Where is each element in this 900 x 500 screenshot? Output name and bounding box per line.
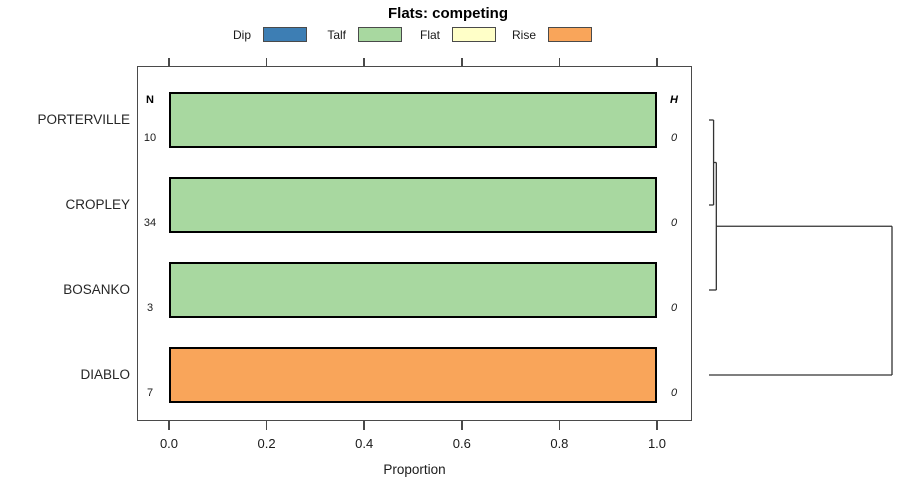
legend-item: Rise <box>496 26 592 43</box>
x-tick-top <box>363 58 365 66</box>
row-label: PORTERVILLE <box>37 112 130 127</box>
x-tick-bottom <box>363 421 365 430</box>
legend-swatch <box>452 27 496 42</box>
n-value: 10 <box>143 132 157 144</box>
row-label: DIABLO <box>80 367 130 382</box>
x-tick-top <box>656 58 658 66</box>
x-tick-label: 1.0 <box>647 436 667 451</box>
x-tick-top <box>168 58 170 66</box>
legend-label: Talf <box>327 27 346 42</box>
x-tick-bottom <box>558 421 561 430</box>
x-tick-label: 0.8 <box>550 436 569 451</box>
h-value: 0 <box>670 387 678 399</box>
x-tick-bottom <box>168 421 170 430</box>
h-column-header: H <box>670 94 678 106</box>
n-column-header: N <box>146 94 154 106</box>
x-tick-bottom <box>461 421 463 430</box>
x-tick-label: 0.6 <box>452 436 471 451</box>
h-value: 0 <box>670 217 678 229</box>
x-tick-label: 0.2 <box>257 436 276 451</box>
x-tick-bottom <box>656 421 658 430</box>
n-value: 3 <box>146 302 154 314</box>
x-tick-top <box>558 58 561 66</box>
bar-segment <box>169 177 657 233</box>
n-value: 34 <box>143 217 157 229</box>
legend-label: Flat <box>419 27 440 42</box>
legend-swatch <box>263 27 307 42</box>
h-value: 0 <box>670 132 678 144</box>
chart-title: Flats: competing <box>387 5 508 22</box>
x-tick-top <box>265 58 268 66</box>
legend-label: Dip <box>232 27 251 42</box>
x-tick-label: 0.4 <box>355 436 374 451</box>
legend-swatch <box>358 27 402 42</box>
legend-item: Dip <box>211 26 307 43</box>
h-value: 0 <box>670 302 678 314</box>
legend-swatch <box>548 27 592 42</box>
bar-segment <box>169 262 657 318</box>
x-tick-bottom <box>265 421 268 430</box>
bar-segment <box>169 347 657 403</box>
legend-item: Talf <box>306 26 402 43</box>
legend-item: Flat <box>400 26 496 43</box>
row-label: CROPLEY <box>65 197 130 212</box>
x-tick-label: 0.0 <box>159 436 179 451</box>
x-tick-top <box>461 58 463 66</box>
x-axis-title: Proportion <box>383 462 446 477</box>
bar-segment <box>169 92 657 148</box>
row-label: BOSANKO <box>63 282 130 297</box>
n-value: 7 <box>146 387 154 399</box>
legend-label: Rise <box>511 27 536 42</box>
